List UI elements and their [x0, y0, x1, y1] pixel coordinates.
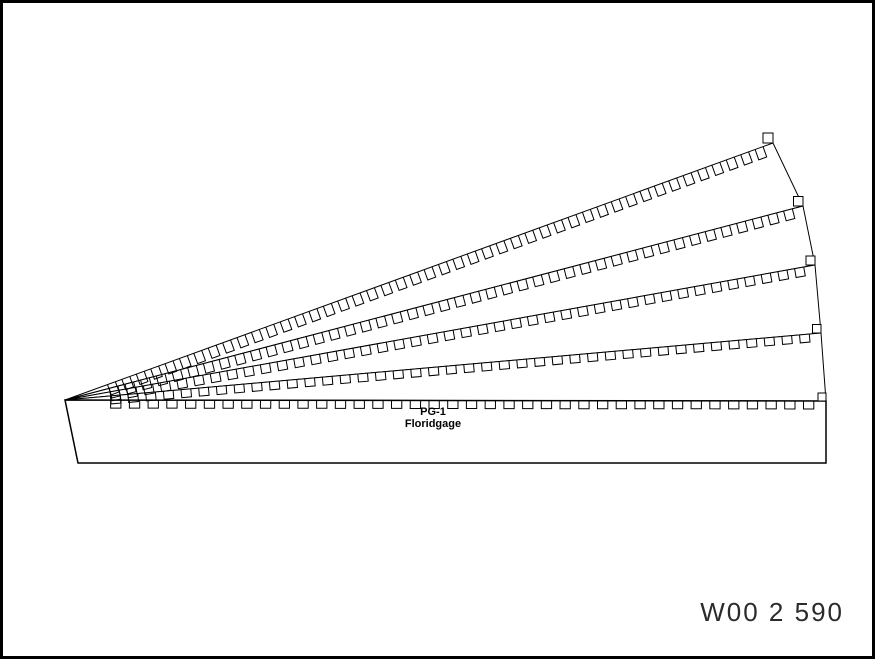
tip-marker-3: [813, 325, 822, 334]
tip-marker-0: [763, 133, 773, 143]
strip-label: PG-1 Floridgage: [358, 406, 508, 430]
watermark-label: W00 2 590: [700, 597, 844, 628]
tip-marker-1: [794, 197, 804, 207]
tip-marker-2: [806, 256, 815, 265]
fan-diagram-svg: [3, 3, 875, 659]
diagram-frame: PG-1 Floridgage W00 2 590: [0, 0, 875, 659]
tip-marker-4: [818, 393, 826, 401]
